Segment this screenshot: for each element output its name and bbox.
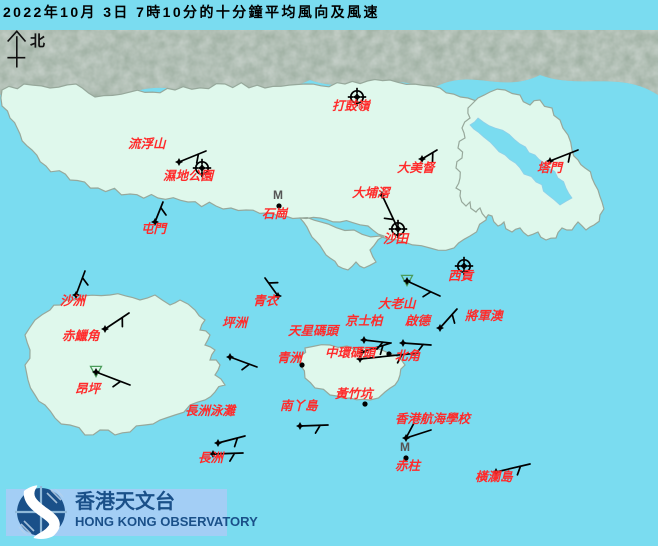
svg-text:昂坪: 昂坪	[75, 382, 103, 396]
svg-text:坪洲: 坪洲	[222, 316, 250, 330]
svg-text:香港航海學校: 香港航海學校	[395, 412, 473, 426]
svg-text:濕地公園: 濕地公園	[163, 169, 216, 183]
svg-text:香港天文台: 香港天文台	[75, 489, 175, 513]
svg-text:打鼓嶺: 打鼓嶺	[332, 99, 372, 113]
svg-text:長洲泳灘: 長洲泳灘	[185, 404, 238, 418]
svg-text:M: M	[400, 440, 410, 454]
svg-text:沙洲: 沙洲	[60, 294, 88, 308]
svg-text:京士柏: 京士柏	[345, 314, 384, 328]
svg-text:長洲: 長洲	[198, 451, 226, 465]
svg-text:將軍澳: 將軍澳	[464, 309, 504, 323]
svg-text:黃竹坑: 黃竹坑	[334, 387, 375, 401]
svg-text:赤柱: 赤柱	[395, 459, 423, 473]
svg-text:M: M	[273, 188, 283, 202]
svg-text:北角: 北角	[395, 349, 422, 363]
svg-text:南丫島: 南丫島	[280, 399, 319, 413]
svg-text:塔門: 塔門	[537, 161, 565, 175]
svg-text:石崗: 石崗	[262, 207, 289, 221]
svg-text:青衣: 青衣	[253, 294, 281, 308]
svg-text:沙田: 沙田	[383, 232, 411, 246]
svg-text:青洲: 青洲	[277, 351, 305, 365]
svg-text:屯門: 屯門	[141, 222, 169, 236]
svg-text:中環碼頭: 中環碼頭	[325, 346, 378, 360]
svg-text:西貢: 西貢	[448, 269, 476, 283]
svg-text:大老山: 大老山	[378, 297, 417, 311]
svg-text:HONG KONG OBSERVATORY: HONG KONG OBSERVATORY	[75, 514, 258, 529]
svg-text:天星碼頭: 天星碼頭	[288, 324, 341, 338]
svg-text:大美督: 大美督	[397, 161, 437, 175]
svg-text:啟德: 啟德	[404, 314, 433, 328]
svg-text:北: 北	[30, 33, 45, 50]
svg-text:赤鱲角: 赤鱲角	[62, 329, 101, 343]
svg-text:流浮山: 流浮山	[128, 137, 167, 151]
svg-text:大埔滘: 大埔滘	[352, 186, 392, 200]
svg-text:橫瀾島: 橫瀾島	[475, 470, 514, 484]
